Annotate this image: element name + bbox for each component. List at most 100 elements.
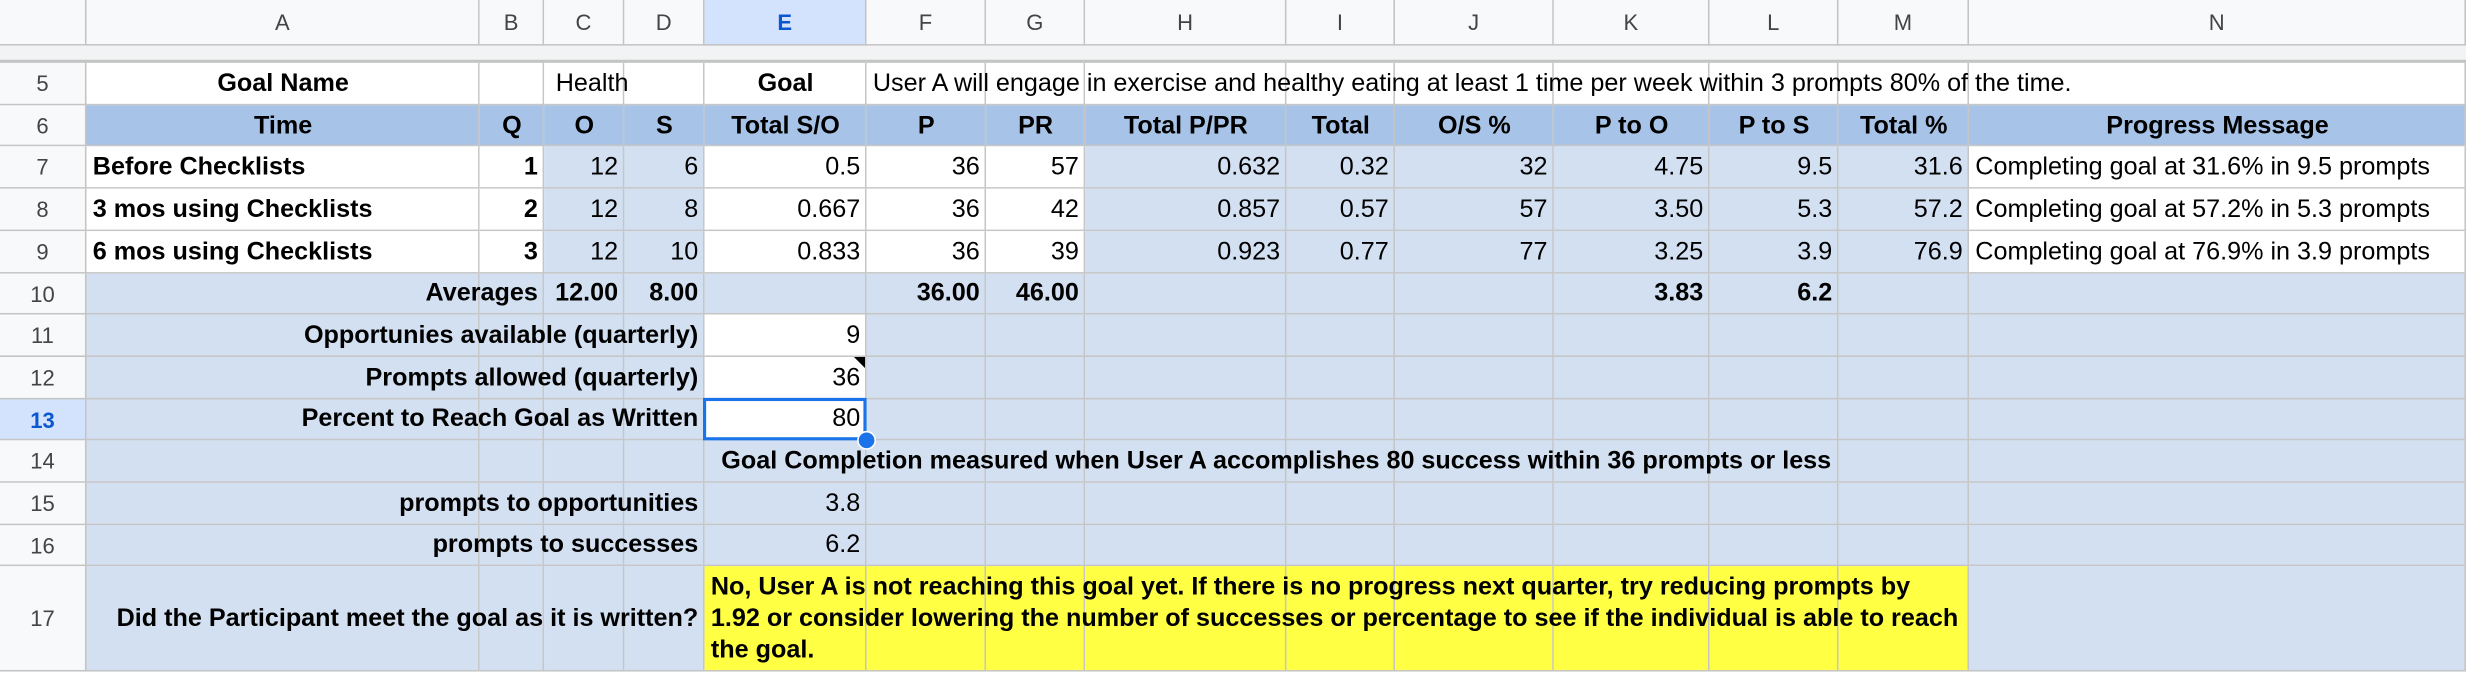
cell-background [986, 273, 1086, 315]
cell-background [986, 188, 1086, 232]
cell-background [866, 231, 987, 274]
cell-background [704, 482, 867, 526]
note-marker [853, 357, 865, 369]
cell-background [1085, 357, 1287, 400]
cell-background [86, 105, 480, 147]
cell-background [624, 146, 705, 189]
row-header: 8 [0, 188, 87, 232]
cell-background [704, 231, 867, 274]
cell-background [544, 399, 625, 441]
cell-background [866, 62, 987, 106]
cell-background [866, 146, 987, 189]
cell-background [544, 188, 625, 232]
column-header: G [986, 0, 1086, 46]
cell-background [1709, 146, 1839, 189]
cell-background [624, 399, 705, 441]
cell-background [986, 62, 1086, 106]
column-header: K [1553, 0, 1710, 46]
cell-background [479, 566, 545, 672]
cell-background [1286, 566, 1395, 672]
cell: Goal Name [217, 69, 349, 97]
cell-background [1286, 62, 1395, 106]
cell: 42 [1050, 195, 1079, 223]
cell-background [986, 482, 1086, 526]
cell-background [1838, 273, 1970, 315]
cell-background [1553, 482, 1710, 526]
cell: 0.32 [1339, 153, 1389, 181]
cell: 57.2 [1913, 195, 1963, 223]
cell-background [1709, 482, 1839, 526]
cell-background [986, 105, 1086, 147]
cell-background [1969, 146, 2466, 189]
cell: Opportunies available (quarterly) [303, 321, 699, 349]
cell-background [1709, 105, 1839, 147]
cell-background [544, 62, 625, 106]
cell-background [86, 62, 480, 106]
cell: 12 [590, 238, 619, 265]
cell-background [1838, 146, 1970, 189]
cell: 9 [846, 321, 861, 349]
cell-background [866, 440, 987, 483]
cell-background [1394, 146, 1554, 189]
cell-background [1394, 314, 1554, 358]
cell-background [986, 231, 1086, 274]
corner [0, 0, 87, 46]
cell-background [86, 566, 480, 672]
cell: 6.2 [825, 531, 861, 559]
cell-background [866, 188, 987, 232]
cell: 5.3 [1797, 195, 1833, 223]
cell-background [479, 525, 545, 567]
cell-background [1969, 525, 2466, 567]
cell-background [1085, 440, 1287, 483]
cell-background [1553, 566, 1710, 672]
cell-background [1553, 62, 1710, 106]
cell-background [1085, 525, 1287, 567]
cell-background [1286, 105, 1395, 147]
cell-background [479, 399, 545, 441]
cell-background [624, 566, 705, 672]
cell: User A will engage in exercise and healt… [872, 69, 2072, 97]
cell-background [1085, 188, 1287, 232]
cell: 80 [832, 405, 861, 433]
cell-background [1085, 62, 1287, 106]
cell-background [1394, 62, 1554, 106]
cell-background [1553, 314, 1710, 358]
cell: P to S [1738, 112, 1810, 140]
cell: 32 [1519, 153, 1548, 181]
cell-background [544, 482, 625, 526]
cell-background [1969, 105, 2466, 147]
row-header: 10 [0, 273, 87, 315]
cell-background [1709, 566, 1839, 672]
cell-background [1838, 62, 1970, 106]
cell: 0.57 [1339, 195, 1389, 223]
cell-background [1838, 566, 1970, 672]
cell-background [1969, 566, 2466, 672]
cell: Completing goal at 31.6% in 9.5 prompts [1975, 153, 2430, 181]
cell: PR [1018, 112, 1054, 140]
cell-background [986, 440, 1086, 483]
column-header: E [704, 0, 867, 46]
column-header: C [544, 0, 625, 46]
cell-background [1838, 399, 1970, 441]
cell-background [1085, 105, 1287, 147]
cell: Before Checklists [92, 153, 306, 181]
cell-background [86, 188, 480, 232]
column-header: L [1709, 0, 1839, 46]
row-header: 14 [0, 440, 87, 483]
cell-background [1394, 525, 1554, 567]
row-header: 11 [0, 314, 87, 358]
cell: 12.00 [555, 279, 619, 307]
cell-background [624, 482, 705, 526]
cell: 8 [684, 195, 699, 223]
cell: 77 [1519, 238, 1548, 265]
cell: O/S % [1438, 112, 1511, 140]
fill-handle [857, 430, 876, 450]
cell-background [1286, 188, 1395, 232]
cell: 10 [670, 238, 699, 265]
cell: Averages [425, 279, 538, 307]
cell-background [1969, 399, 2466, 441]
cell-background [479, 314, 545, 358]
cell: 36 [951, 153, 980, 181]
cell-background [866, 525, 987, 567]
cell: 0.833 [797, 238, 861, 265]
